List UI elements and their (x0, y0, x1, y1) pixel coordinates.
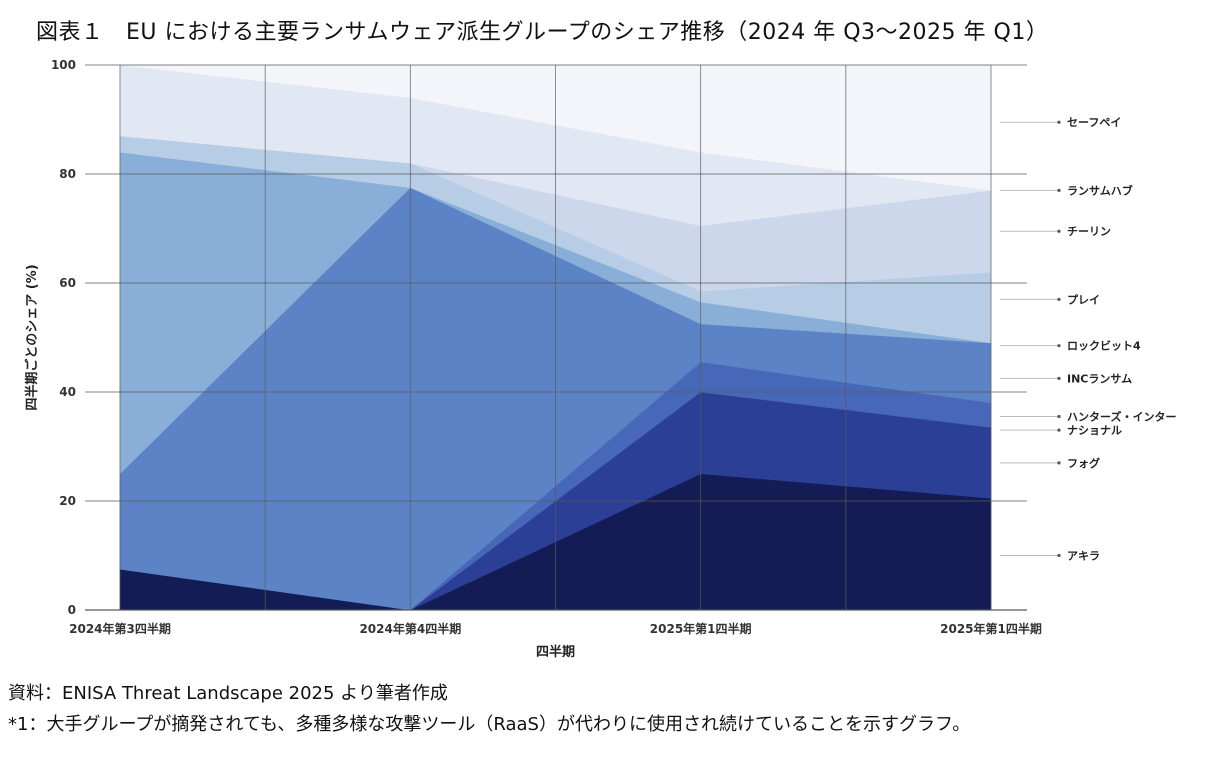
y-tick-label: 20 (59, 494, 76, 508)
legend-label-9: ランサムハブ (1067, 183, 1133, 197)
x-axis-title: 四半期 (536, 644, 575, 660)
x-tick-label: 2025年第1四半期 (940, 621, 1042, 636)
legend-label-5: INCランサム (1067, 372, 1132, 385)
source-note: 資料：ENISA Threat Landscape 2025 より筆者作成 (8, 683, 448, 704)
legend-label-2: フォグ (1067, 456, 1100, 470)
legend-label-7: プレイ (1067, 292, 1100, 306)
gridlines (85, 64, 1027, 611)
chart-title: 図表１ EU における主要ランサムウェア派生グループのシェア推移（2024 年 … (36, 20, 1049, 45)
footnote: *1：大手グループが摘発されても、多種多様な攻撃ツール（RaaS）が代わりに使用… (8, 714, 971, 735)
legend-dot (1057, 229, 1061, 233)
legend-dot (1057, 376, 1061, 380)
y-tick-label: 0 (68, 603, 76, 617)
x-tick-label: 2024年第4四半期 (359, 621, 461, 636)
legend-dot (1057, 297, 1061, 301)
legend-dot (1057, 120, 1061, 124)
x-tick-label: 2025年第1四半期 (650, 621, 752, 636)
x-axis-ticks: 2024年第3四半期 2024年第4四半期 2025年第1四半期 2025年第1四半期 (69, 621, 1042, 636)
legend-label-3: ナショナル (1067, 424, 1122, 437)
legend-label-10: セーフペイ (1067, 116, 1121, 129)
legend-dot (1057, 344, 1061, 348)
legend-dot (1057, 461, 1061, 465)
legend-dot (1057, 553, 1061, 558)
y-axis-ticks: 0 20 40 60 80 100 (51, 58, 76, 617)
legend-dot (1057, 414, 1061, 419)
legend-label-4: ハンターズ・インター (1067, 410, 1176, 424)
legend-dot (1057, 428, 1061, 432)
legend-label-6: ロックビット4 (1067, 339, 1141, 353)
y-tick-label: 100 (51, 58, 76, 72)
stacked-area-chart: 0 20 40 60 80 100 2024年第3四半期 2024年第4四半期 2025年第1… (24, 58, 1176, 660)
y-tick-label: 80 (59, 167, 76, 181)
legend-label-8: チーリン (1067, 225, 1111, 238)
y-tick-label: 60 (59, 276, 76, 290)
legend-dot (1057, 188, 1061, 192)
legend-label-1: アキラ (1067, 550, 1100, 563)
y-tick-label: 40 (59, 385, 76, 399)
x-tick-label: 2024年第3四半期 (69, 621, 171, 636)
y-axis-title: 四半期ごとのシェア (%) (24, 264, 40, 410)
